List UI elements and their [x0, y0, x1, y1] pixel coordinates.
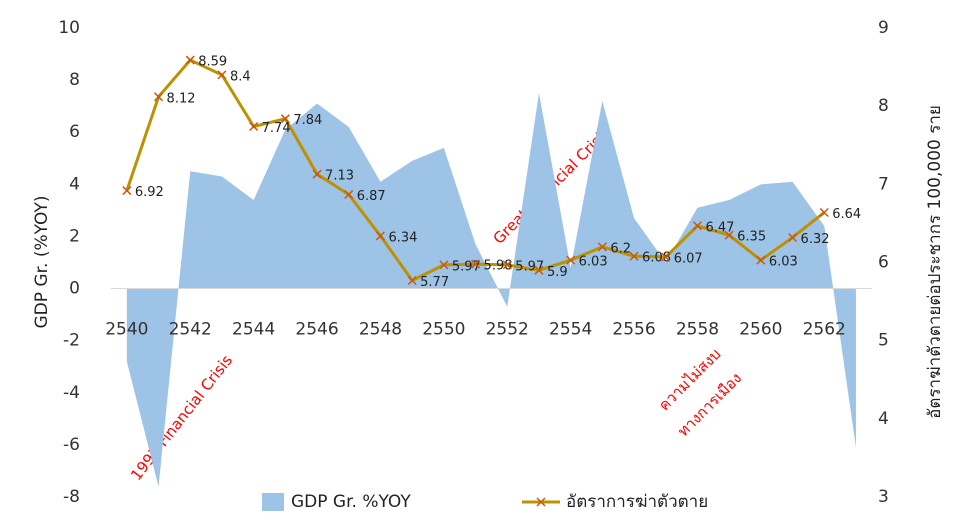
marker [788, 232, 798, 243]
y2-tick-label: 3 [878, 487, 889, 507]
x-tick-label: 2548 [359, 320, 402, 340]
legend-swatch [536, 497, 546, 507]
x-tick-label: 2562 [803, 320, 846, 340]
data-label: 6.64 [832, 207, 861, 222]
x-tick-label: 2542 [169, 320, 212, 340]
marker [661, 252, 671, 262]
marker [375, 231, 385, 241]
y-tick-label: -2 [63, 331, 80, 351]
data-label: 6.03 [579, 255, 608, 270]
data-label: 6.32 [801, 232, 830, 247]
data-label: 6.03 [769, 255, 798, 270]
marker [629, 251, 639, 261]
y2-axis-title: อัตราฆ่าตัวตายต่อประชากร 100,000 ราย [925, 105, 945, 419]
marker [597, 242, 607, 252]
y2-tick-label: 9 [878, 18, 889, 38]
y-tick-label: 10 [58, 18, 80, 38]
data-label: 6.87 [357, 189, 386, 204]
data-label: 5.97 [452, 259, 481, 274]
marker [185, 55, 195, 65]
y-tick-label: 4 [69, 174, 80, 194]
x-tick-label: 2540 [105, 320, 148, 340]
data-label: 7.84 [293, 113, 322, 128]
data-label: 8.4 [230, 69, 251, 84]
legend-label: GDP Gr. %YOY [291, 492, 411, 512]
y2-tick-label: 8 [878, 96, 889, 116]
marker [407, 275, 417, 286]
x-tick-label: 2558 [676, 320, 719, 340]
marker [692, 221, 702, 231]
marker [439, 260, 449, 270]
x-tick-label: 2550 [422, 320, 465, 340]
marker [819, 207, 829, 218]
marker [566, 255, 576, 265]
y-tick-label: -6 [63, 435, 80, 455]
data-label: 6.47 [705, 220, 734, 235]
y-tick-label: 6 [69, 122, 80, 142]
data-label: 8.12 [167, 91, 196, 106]
gdp-area [126, 93, 856, 487]
data-label: 6.2 [610, 241, 631, 256]
y2-tick-label: 5 [878, 331, 889, 351]
y-tick-label: 0 [69, 279, 80, 299]
x-tick-label: 2552 [486, 320, 529, 340]
marker [756, 255, 766, 265]
y-axis-title: GDP Gr. (%YOY) [32, 195, 52, 328]
marker [122, 186, 132, 196]
legend-swatch [262, 493, 284, 511]
marker [724, 230, 734, 240]
data-label: 7.74 [262, 121, 291, 136]
data-label: 6.07 [674, 252, 703, 267]
data-label: 5.97 [515, 259, 544, 274]
marker [280, 114, 290, 124]
marker [502, 260, 512, 270]
y2-tick-label: 6 [878, 253, 889, 273]
data-label: 6.35 [737, 230, 766, 245]
data-label: 5.9 [547, 265, 568, 280]
legend-label: อัตราการฆ่าตัวตาย [566, 492, 708, 512]
y2-tick-label: 7 [878, 174, 889, 194]
x-tick-label: 2554 [549, 320, 592, 340]
y2-tick-label: 4 [878, 409, 889, 429]
marker [217, 70, 227, 80]
data-label: 8.59 [198, 55, 227, 70]
marker [154, 92, 164, 102]
x-tick-label: 2556 [612, 320, 655, 340]
marker [344, 189, 354, 200]
marker [312, 169, 322, 179]
data-label: 6.34 [388, 230, 417, 245]
data-label: 7.13 [325, 169, 354, 184]
x-tick-label: 2546 [295, 320, 338, 340]
marker [534, 265, 544, 275]
y-tick-label: 8 [69, 70, 80, 90]
y-tick-label: -4 [63, 383, 80, 403]
x-tick-label: 2560 [739, 320, 782, 340]
x-tick-label: 2544 [232, 320, 275, 340]
data-label: 6.92 [135, 185, 164, 200]
y-tick-label: 2 [69, 226, 80, 246]
data-label: 5.77 [420, 275, 449, 290]
marker [471, 259, 481, 269]
marker [249, 121, 259, 132]
y-tick-label: -8 [63, 487, 80, 507]
